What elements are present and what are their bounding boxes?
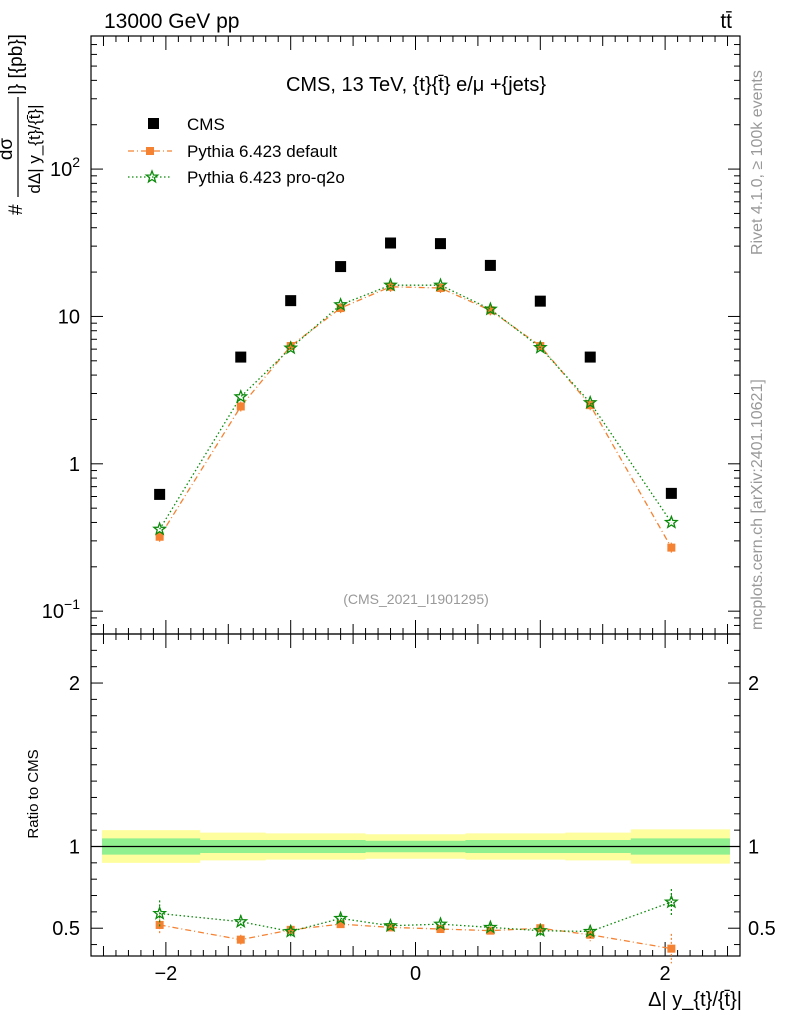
proq2o-point bbox=[152, 521, 168, 536]
ratio-proq2o-point bbox=[582, 923, 598, 938]
legend-proq2o-marker bbox=[144, 169, 160, 184]
ratio-default-point bbox=[536, 924, 545, 933]
ratio-proq2o-point bbox=[333, 910, 349, 925]
ratio-y-tick-label-right: 0.5 bbox=[748, 918, 776, 940]
ratio-y-axis-label: Ratio to CMS bbox=[25, 749, 42, 838]
default-point bbox=[386, 282, 395, 291]
chart-title: CMS, 13 TeV, {t}{t̄} e/μ +{jets} bbox=[286, 74, 546, 96]
legend-default-label: Pythia 6.423 default bbox=[187, 142, 338, 161]
proq2o-point bbox=[333, 296, 349, 312]
ratio-proq2o-point bbox=[433, 916, 448, 931]
ratio-y-tick-label: 0.5 bbox=[52, 918, 80, 940]
proq2o-point bbox=[383, 277, 398, 292]
default-point bbox=[155, 532, 164, 541]
main-panel: 10−1 1 10 102 CMS, 13 TeV, {t}{t̄} e/μ +{je… bbox=[0, 34, 741, 635]
ratio-x-ticks: −2 0 2 bbox=[90, 634, 741, 985]
proq2o-point bbox=[283, 340, 299, 355]
cms-point bbox=[335, 261, 347, 273]
cms-point bbox=[665, 487, 677, 499]
ratio-proq2o-point bbox=[532, 922, 548, 937]
cms-point bbox=[534, 295, 546, 307]
y-label-numerator: dσ bbox=[0, 138, 17, 161]
x-tick-label: −2 bbox=[154, 963, 177, 985]
ratio-y-tick-label: 2 bbox=[69, 673, 80, 695]
ratio-default-point bbox=[336, 920, 345, 929]
ratio-y-tick-label-right: 2 bbox=[748, 673, 759, 695]
legend: CMS Pythia 6.423 default Pythia 6.423 pr… bbox=[128, 115, 345, 187]
ratio-proq2o-point bbox=[233, 913, 249, 928]
default-curve bbox=[159, 286, 672, 548]
ratio-proq2o-point bbox=[283, 923, 299, 938]
analysis-watermark: (CMS_2021_I1901295) bbox=[343, 591, 489, 607]
default-point bbox=[536, 342, 545, 351]
x-tick-label: 2 bbox=[660, 963, 671, 985]
y-tick-label: 10 bbox=[58, 306, 80, 328]
energy-label: 13000 GeV pp bbox=[104, 10, 239, 33]
proq2o-point bbox=[482, 301, 498, 316]
main-y-axis-label: # dσ dΔ| y_{t}/{t̄}| |} [{pb}] bbox=[0, 34, 44, 215]
legend-cms-marker bbox=[148, 118, 159, 129]
ratio-default-point bbox=[436, 925, 445, 934]
rivet-version-label: Rivet 4.1.0, ≥ 100k events bbox=[749, 70, 766, 255]
series-pythia-proq2o bbox=[152, 277, 679, 536]
ratio-panel: 0.5 0.5 1 1 2 2 −2 0 2 Ratio to CMS Δ| y_{t}/{t… bbox=[25, 633, 776, 1011]
y-tick-label: 10−1 bbox=[42, 596, 80, 623]
cms-point bbox=[434, 238, 446, 250]
series-pythia-default bbox=[155, 281, 676, 553]
ratio-proq2o-point bbox=[482, 919, 498, 934]
cms-point bbox=[584, 351, 596, 363]
ratio-proq2o-curve bbox=[159, 901, 672, 933]
legend-proq2o-label: Pythia 6.423 pro-q2o bbox=[187, 168, 345, 187]
proq2o-point bbox=[663, 514, 679, 529]
y-label-units: |} [{pb}] bbox=[6, 34, 27, 95]
cms-point bbox=[285, 295, 297, 307]
ratio-y-tick-label: 1 bbox=[69, 836, 80, 858]
main-x-ticks bbox=[90, 36, 741, 634]
ratio-proq2o-point bbox=[152, 905, 168, 920]
ratio-proq2o-point bbox=[383, 917, 398, 933]
main-y-ticks: 10−1 1 10 102 bbox=[42, 35, 740, 635]
ratio-default-point bbox=[286, 925, 295, 934]
mcplots-label: mcplots.cern.ch [arXiv:2401.10621] bbox=[749, 379, 766, 630]
x-axis-label: Δ| y_{t}/{t̄}| bbox=[648, 989, 742, 1011]
y-label-denominator: dΔ| y_{t}/{t̄}| bbox=[25, 104, 44, 193]
cms-point bbox=[385, 237, 397, 249]
cms-point bbox=[154, 488, 166, 500]
cms-point bbox=[484, 259, 496, 271]
ratio-uncertainty-band bbox=[91, 829, 740, 864]
proq2o-point bbox=[233, 388, 249, 404]
default-point bbox=[486, 306, 495, 315]
y-label-hash: # bbox=[6, 204, 27, 215]
legend-default-marker bbox=[146, 147, 154, 155]
x-tick-label: 0 bbox=[410, 963, 421, 985]
proq2o-curve bbox=[159, 284, 672, 530]
ratio-y-tick-label-right: 1 bbox=[748, 836, 759, 858]
legend-cms-label: CMS bbox=[187, 115, 225, 134]
proq2o-point bbox=[582, 394, 598, 409]
ratio-default-point bbox=[236, 935, 245, 944]
process-label: tt̄ bbox=[720, 10, 732, 33]
ratio-proq2o-point bbox=[663, 894, 679, 909]
default-point bbox=[667, 543, 676, 552]
ratio-y-ticks: 0.5 0.5 1 1 2 2 bbox=[52, 649, 776, 946]
y-tick-label: 1 bbox=[69, 454, 80, 476]
ratio-default-point bbox=[667, 944, 676, 953]
ratio-frame bbox=[90, 633, 741, 957]
default-point bbox=[286, 342, 295, 351]
cms-point bbox=[235, 351, 247, 363]
proq2o-point bbox=[433, 277, 448, 292]
proq2o-point bbox=[532, 339, 548, 354]
series-cms bbox=[154, 237, 677, 500]
default-point bbox=[236, 402, 245, 411]
y-tick-label: 102 bbox=[50, 154, 80, 181]
ratio-series-pythia-proq2o bbox=[152, 888, 679, 939]
